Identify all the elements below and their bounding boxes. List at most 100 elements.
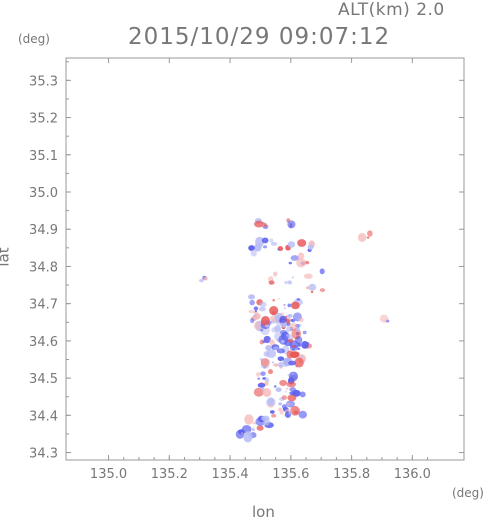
- echo-cell: [271, 327, 278, 333]
- echo-cell: [277, 297, 281, 300]
- echo-cell: [248, 309, 255, 314]
- echo-cell: [270, 241, 278, 246]
- axis-ticks: 135.0 135.2 135.4 135.6 135.8 136.0 34.3 34.4 34…: [29, 58, 464, 482]
- echo-cell: [203, 276, 208, 281]
- plot-frame: [65, 57, 465, 461]
- echo-cell: [258, 306, 266, 312]
- echo-cell: [271, 311, 277, 315]
- echo-cell: [290, 319, 294, 322]
- echo-cell: [264, 381, 269, 386]
- y-tick-label: 34.6: [29, 335, 58, 350]
- echo-cell: [265, 345, 272, 351]
- echo-cell: [272, 271, 278, 277]
- echo-cell: [283, 307, 286, 310]
- echo-cell: [288, 411, 292, 415]
- echo-cell: [288, 261, 293, 265]
- echo-cell: [367, 230, 373, 237]
- x-tick-label: 135.0: [90, 467, 127, 482]
- x-tick-label: 135.6: [272, 467, 309, 482]
- echo-cell: [254, 313, 261, 320]
- echo-cell: [291, 372, 294, 376]
- echo-cell: [246, 430, 251, 435]
- echo-cell: [297, 347, 301, 351]
- echo-cell: [357, 232, 367, 242]
- echo-cell: [279, 379, 288, 387]
- echo-cell: [256, 425, 264, 431]
- x-axis-title: lon: [252, 503, 275, 521]
- echo-cell: [248, 294, 256, 300]
- echo-cell: [262, 388, 272, 397]
- echo-cell: [271, 361, 275, 364]
- x-unit-label: (deg): [452, 486, 484, 500]
- echo-cell: [273, 385, 277, 388]
- x-tick-label: 135.4: [211, 467, 248, 482]
- echo-cell: [290, 301, 300, 310]
- echo-cell: [243, 431, 253, 443]
- echo-cell: [287, 394, 297, 402]
- echo-cell: [284, 390, 287, 393]
- echo-cell: [260, 315, 270, 326]
- echo-cell: [288, 360, 296, 366]
- echo-cell: [287, 241, 296, 248]
- echo-cell: [272, 298, 276, 302]
- echo-cell: [244, 414, 254, 425]
- datetime-title: 2015/10/29 09:07:12: [128, 24, 391, 50]
- echo-cell: [379, 314, 389, 323]
- echo-cell: [319, 268, 325, 275]
- echo-cell: [251, 429, 256, 432]
- echo-cell: [301, 355, 304, 358]
- y-tick-label: 34.5: [29, 372, 58, 387]
- echo-cell: [256, 372, 261, 377]
- echo-cell: [277, 407, 283, 412]
- echo-cell: [264, 377, 270, 383]
- echo-cell: [250, 249, 257, 257]
- echo-cell: [254, 243, 262, 252]
- echo-cell: [281, 395, 288, 400]
- echo-field: [199, 217, 390, 443]
- echo-cell: [199, 278, 204, 283]
- echo-cell: [290, 255, 299, 261]
- echo-cell: [303, 273, 313, 279]
- echo-cell: [253, 321, 262, 331]
- echo-cell: [278, 361, 284, 368]
- echo-cell: [319, 288, 326, 293]
- echo-cell: [294, 357, 304, 368]
- y-tick-label: 35.1: [29, 149, 58, 164]
- echo-cell: [278, 402, 283, 406]
- x-tick-label: 135.8: [333, 467, 370, 482]
- echo-cell: [291, 276, 295, 279]
- echo-cell: [289, 225, 292, 228]
- echo-cell: [253, 306, 259, 311]
- echo-cell: [253, 387, 264, 397]
- echo-cell: [297, 323, 302, 328]
- echo-cell: [280, 339, 285, 344]
- echo-cell: [296, 298, 301, 301]
- echo-cell: [289, 391, 296, 396]
- echo-cell: [277, 248, 280, 251]
- echo-cell: [260, 371, 266, 376]
- y-tick-label: 34.4: [29, 409, 58, 424]
- echo-cell: [278, 334, 289, 345]
- echo-cell: [287, 374, 291, 376]
- echo-cell: [277, 356, 285, 362]
- echo-cell: [267, 397, 275, 406]
- y-tick-label: 34.9: [29, 223, 58, 238]
- echo-cell: [292, 344, 295, 348]
- echo-cell: [275, 387, 282, 392]
- echo-cell: [302, 330, 307, 335]
- echo-cell: [268, 369, 274, 375]
- y-tick-label: 35.3: [29, 74, 58, 89]
- echo-cell: [287, 313, 293, 318]
- echo-cell: [257, 382, 266, 388]
- echo-cell: [279, 318, 287, 324]
- echo-cell: [259, 301, 267, 308]
- echo-cell: [287, 303, 292, 308]
- echo-cell: [308, 283, 317, 291]
- y-unit-label: (deg): [18, 32, 50, 46]
- echo-cell: [261, 358, 271, 368]
- echo-cell: [270, 410, 275, 414]
- echo-cell: [283, 304, 286, 306]
- echo-cell: [287, 280, 293, 285]
- echo-cell: [298, 317, 304, 323]
